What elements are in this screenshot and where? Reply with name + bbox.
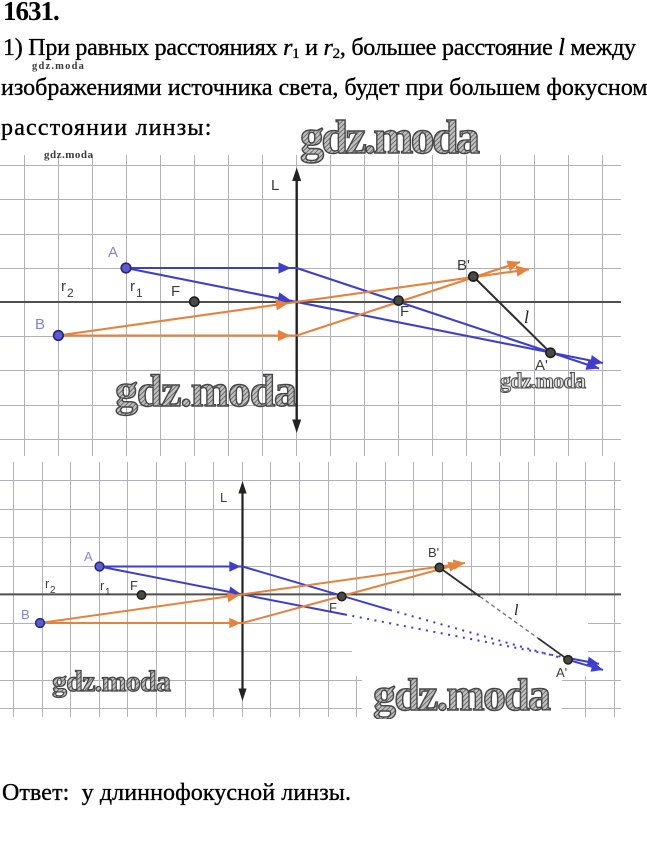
svg-text:r: r: [45, 576, 50, 591]
svg-text:F: F: [130, 578, 138, 593]
svg-text:gdz.moda: gdz.moda: [500, 368, 586, 393]
svg-text:L: L: [220, 490, 227, 505]
svg-text:B: B: [35, 316, 45, 333]
svg-text:gdz.moda: gdz.moda: [44, 150, 94, 161]
svg-text:gdz.moda: gdz.moda: [52, 665, 171, 698]
svg-text:A: A: [84, 549, 93, 564]
svg-text:F: F: [400, 303, 409, 320]
svg-text:l: l: [514, 602, 519, 619]
svg-text:F: F: [329, 600, 337, 615]
svg-text:2: 2: [50, 585, 56, 596]
svg-text:F: F: [171, 283, 180, 300]
svg-text:A': A': [535, 357, 548, 374]
svg-text:1: 1: [136, 286, 143, 300]
svg-text:r: r: [100, 578, 105, 593]
svg-text:L: L: [271, 177, 279, 194]
svg-text:2: 2: [67, 286, 74, 300]
svg-text:B': B': [428, 545, 439, 560]
svg-text:r: r: [130, 278, 135, 295]
svg-text:1: 1: [105, 587, 111, 598]
svg-text:l: l: [524, 307, 529, 327]
svg-text:B': B': [457, 257, 470, 274]
svg-text:B: B: [21, 607, 30, 622]
svg-text:gdz.moda: gdz.moda: [373, 669, 551, 719]
svg-text:A: A: [108, 244, 118, 261]
svg-text:gdz.moda: gdz.moda: [115, 365, 297, 416]
svg-text:A': A': [556, 665, 567, 680]
svg-text:r: r: [61, 278, 66, 295]
